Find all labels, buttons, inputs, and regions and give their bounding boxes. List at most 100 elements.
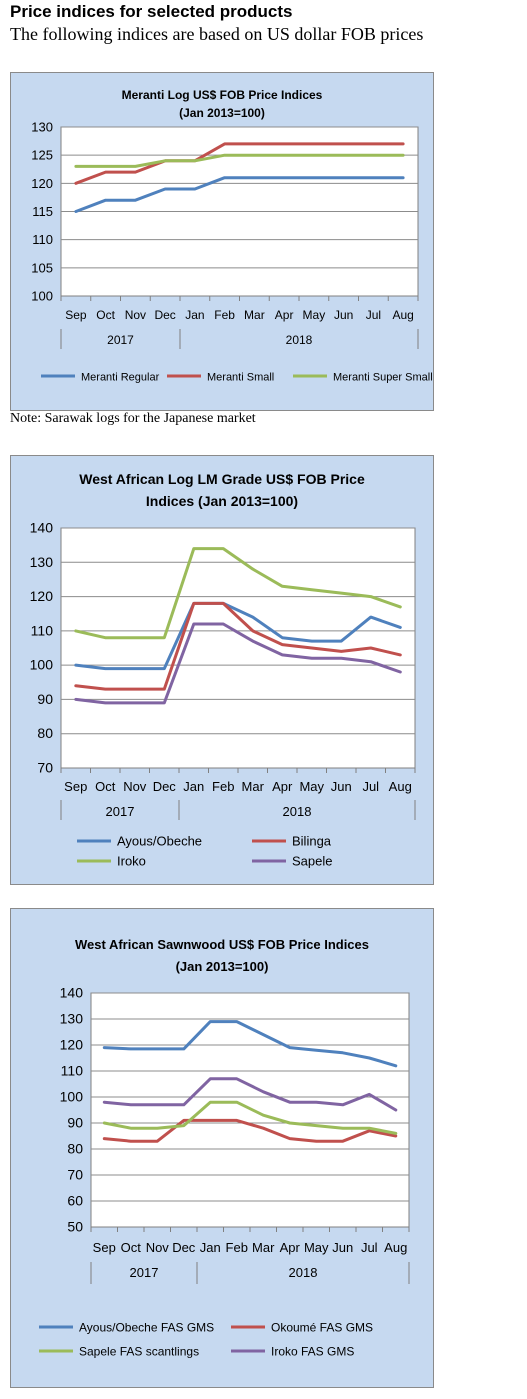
- series-line-ayous-obeche: [74, 601, 402, 671]
- x-tick-label: Sep: [93, 1240, 116, 1255]
- chart-title-line: Meranti Log US$ FOB Price Indices: [122, 88, 323, 102]
- x-tick-label: May: [304, 1240, 329, 1255]
- legend-label: Bilinga: [292, 834, 332, 849]
- chart-note: Note: Sarawak logs for the Japanese mark…: [10, 411, 256, 426]
- y-tick-label: 105: [31, 260, 53, 275]
- y-tick-label: 70: [67, 1167, 83, 1183]
- year-group-label: 2017: [130, 1265, 159, 1280]
- series-line-sapele-fas-scantlings: [102, 1100, 398, 1135]
- chart-title-line: Indices (Jan 2013=100): [146, 493, 298, 509]
- x-tick-label: Jan: [200, 1240, 221, 1255]
- y-tick-label: 110: [31, 622, 54, 638]
- legend-label: Okoumé FAS GMS: [271, 1321, 373, 1335]
- year-group-label: 2018: [283, 804, 312, 819]
- legend-label: Iroko: [117, 854, 146, 869]
- west-african-log-chart: West African Log LM Grade US$ FOB Price I…: [30, 471, 416, 869]
- page-subheading: The following indices are based on US do…: [10, 24, 424, 44]
- y-tick-label: 120: [60, 1037, 84, 1053]
- x-tick-label: May: [303, 308, 326, 322]
- y-tick-label: 90: [37, 691, 53, 707]
- x-tick-label: Mar: [242, 779, 265, 794]
- x-tick-label: Jun: [334, 308, 353, 322]
- y-tick-label: 110: [61, 1063, 84, 1079]
- y-tick-label: 140: [30, 520, 54, 536]
- series-line-sapele: [74, 622, 402, 705]
- x-tick-label: Dec: [153, 779, 177, 794]
- y-tick-label: 125: [31, 148, 53, 163]
- y-tick-label: 80: [67, 1141, 83, 1157]
- legend-label: Ayous/Obeche FAS GMS: [79, 1321, 214, 1335]
- x-tick-label: Jul: [361, 1240, 378, 1255]
- x-tick-label: Dec: [154, 308, 175, 322]
- legend-label: Iroko FAS GMS: [271, 1345, 354, 1359]
- x-tick-label: Oct: [96, 308, 115, 322]
- x-tick-label: Jun: [332, 1240, 353, 1255]
- chart-title-line: West African Log LM Grade US$ FOB Price: [79, 471, 365, 487]
- plot-area: [60, 527, 416, 769]
- west-african-sawnwood-chart-panel: West African Sawnwood US$ FOB Price Indi…: [10, 908, 434, 1388]
- series-line-okoum-fas-gms: [102, 1118, 398, 1143]
- y-tick-label: 100: [31, 289, 53, 304]
- series-line-iroko: [74, 547, 402, 640]
- x-tick-label: Jun: [331, 779, 352, 794]
- series-line-meranti-super-small: [74, 153, 405, 168]
- x-tick-label: Feb: [212, 779, 234, 794]
- x-tick-label: Aug: [384, 1240, 407, 1255]
- legend-label: Sapele: [292, 854, 332, 869]
- x-tick-label: Jul: [362, 779, 379, 794]
- y-tick-label: 110: [32, 232, 53, 247]
- chart-title-line: (Jan 2013=100): [176, 959, 269, 974]
- y-tick-label: 130: [60, 1011, 84, 1027]
- x-tick-label: Oct: [95, 779, 116, 794]
- legend-label: Meranti Small: [207, 372, 274, 384]
- y-tick-label: 80: [37, 725, 53, 741]
- legend-label: Ayous/Obeche: [117, 834, 202, 849]
- x-tick-label: Dec: [172, 1240, 196, 1255]
- west-african-sawnwood-chart: West African Sawnwood US$ FOB Price Indi…: [39, 937, 410, 1359]
- x-tick-label: Sep: [65, 308, 87, 322]
- meranti-chart: Meranti Log US$ FOB Price Indices (Jan 20…: [31, 88, 433, 384]
- year-group-label: 2018: [289, 1265, 318, 1280]
- x-tick-label: Apr: [272, 779, 293, 794]
- x-tick-label: Nov: [125, 308, 146, 322]
- y-tick-label: 120: [30, 588, 54, 604]
- x-tick-label: Apr: [275, 308, 294, 322]
- meranti-chart-panel: Meranti Log US$ FOB Price Indices (Jan 20…: [10, 72, 434, 411]
- y-tick-label: 120: [31, 176, 53, 191]
- x-tick-label: Mar: [252, 1240, 275, 1255]
- x-tick-label: Aug: [389, 779, 412, 794]
- x-tick-label: Aug: [392, 308, 413, 322]
- series-line-iroko-fas-gms: [102, 1077, 398, 1112]
- year-group-label: 2017: [106, 804, 135, 819]
- year-group-label: 2017: [107, 333, 134, 347]
- series-line-ayous-obeche-fas-gms: [102, 1020, 398, 1068]
- y-tick-label: 115: [32, 204, 53, 219]
- x-tick-label: Jan: [183, 779, 204, 794]
- x-tick-label: Sep: [64, 779, 87, 794]
- x-tick-label: Feb: [214, 308, 235, 322]
- y-tick-label: 100: [30, 657, 54, 673]
- x-tick-label: Nov: [123, 779, 147, 794]
- y-tick-label: 130: [31, 120, 53, 135]
- x-tick-label: Apr: [280, 1240, 301, 1255]
- west-african-log-chart-panel: West African Log LM Grade US$ FOB Price I…: [10, 455, 434, 885]
- x-tick-label: May: [299, 779, 324, 794]
- x-tick-label: Jan: [185, 308, 204, 322]
- series-line-meranti-regular: [74, 176, 405, 213]
- y-tick-label: 50: [67, 1219, 83, 1235]
- x-tick-label: Nov: [146, 1240, 170, 1255]
- legend-label: Meranti Super Small: [333, 372, 433, 384]
- y-tick-label: 100: [60, 1089, 84, 1105]
- chart-title-line: (Jan 2013=100): [179, 106, 265, 120]
- year-group-label: 2018: [286, 333, 313, 347]
- series-line-bilinga: [74, 601, 402, 691]
- y-tick-label: 70: [37, 760, 53, 776]
- y-tick-label: 130: [30, 554, 54, 570]
- x-tick-label: Oct: [121, 1240, 142, 1255]
- y-tick-label: 90: [67, 1115, 83, 1131]
- x-tick-label: Mar: [244, 308, 265, 322]
- series-line-meranti-small: [74, 142, 405, 185]
- x-tick-label: Jul: [366, 308, 381, 322]
- legend-label: Sapele FAS scantlings: [79, 1345, 199, 1359]
- page-heading: Price indices for selected products: [10, 2, 293, 21]
